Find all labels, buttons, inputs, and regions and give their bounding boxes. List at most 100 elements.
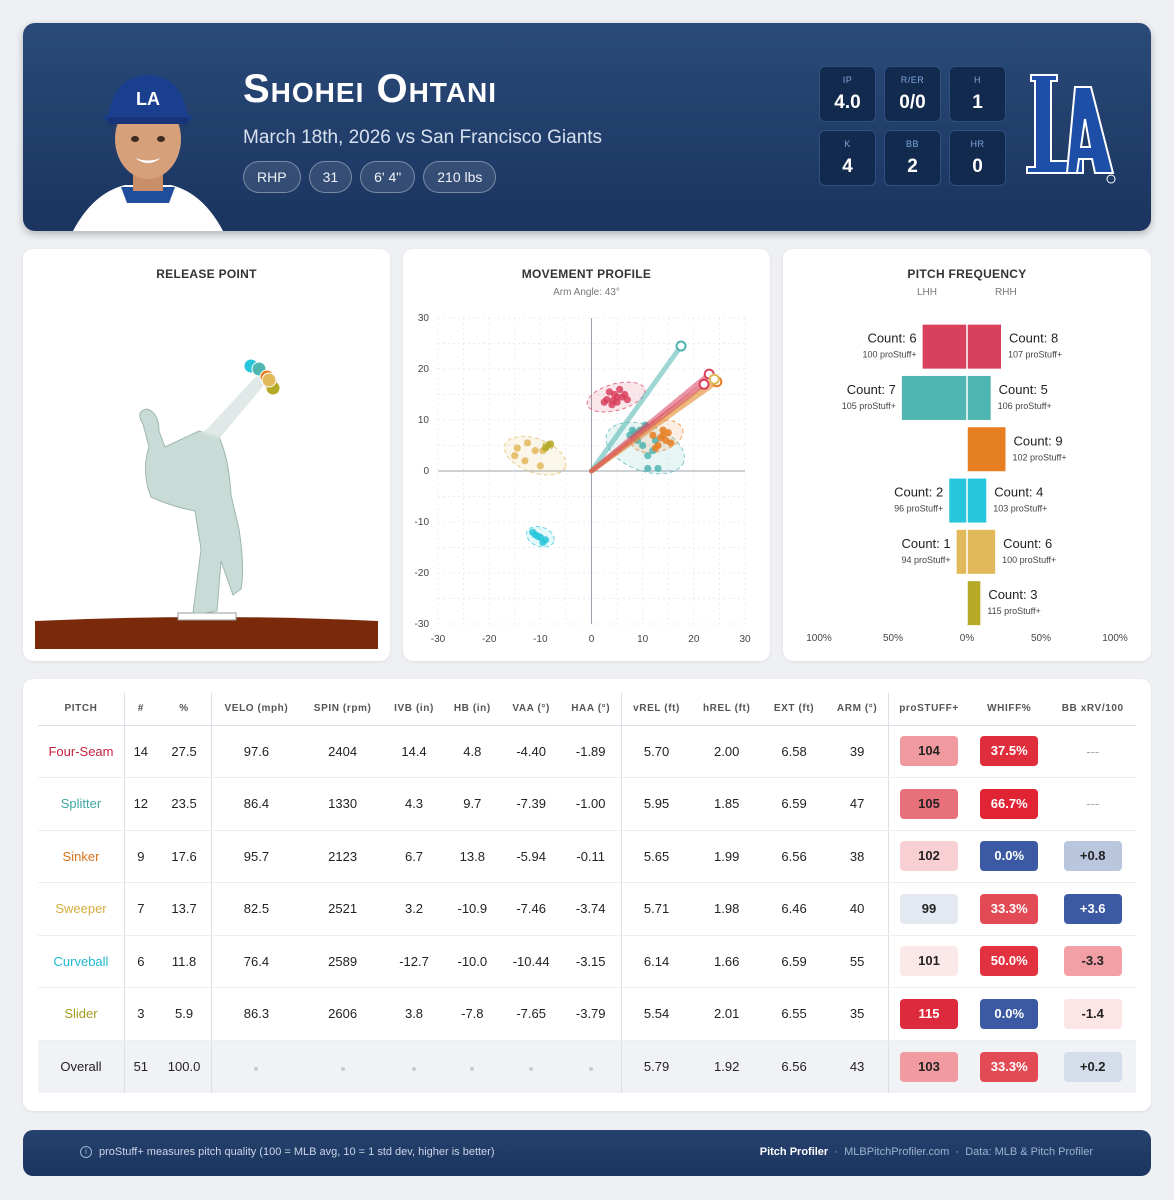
frequency-chart: 100% 50% 0% 50% 100% Count: 6 100 proStuff+ Cou… (806, 321, 1128, 644)
movement-point-four-seam (600, 398, 608, 406)
table-cell (300, 1040, 385, 1093)
x-tick-label: 10 (637, 634, 649, 645)
stat-label: H (974, 75, 981, 85)
pitch-table-card: PITCH #% VELO (mph) SPIN (rpm) IVB (in) HB (i… (23, 679, 1151, 1111)
x-tick-label: -10 (533, 634, 548, 645)
svg-text:LA: LA (136, 89, 160, 109)
footer-credits: Pitch Profiler · MLBPitchProfiler.com · … (760, 1146, 1093, 1158)
whiff-badge: 37.5% (980, 736, 1039, 767)
col-header[interactable]: % (156, 693, 213, 726)
col-header[interactable]: HAA (°) (560, 693, 622, 726)
col-header[interactable]: PITCH (38, 693, 125, 726)
player-photo: LA (73, 75, 223, 231)
movement-point-slider (546, 440, 555, 448)
table-cell: 97.6 (211, 725, 301, 778)
table-row: Overall 51 100.0 5.79 1.92 6.56 43 103 33.3% +0.2 (38, 1040, 1136, 1093)
ellipse-sweeper (503, 435, 567, 476)
lhh-label: LHH (917, 287, 938, 298)
empty-dot (412, 1067, 417, 1071)
stat-label: HR (970, 139, 985, 149)
footer-brand: Pitch Profiler (759, 1146, 829, 1158)
freq-bar-rhh-slider (967, 581, 981, 626)
table-cell: 6.46 (761, 882, 827, 936)
y-tick-label: 20 (418, 364, 430, 375)
movement-point-sweeper (521, 457, 529, 465)
table-cell: 6.59 (761, 935, 827, 988)
dodgers-logo (1026, 74, 1116, 184)
stuff-badge: 105 (900, 788, 959, 819)
footer-sep: · (834, 1146, 839, 1158)
col-header[interactable]: proSTUFF+ (888, 693, 969, 726)
table-row: Sweeper 7 13.7 82.5 2521 3.2 -10.9 -7.46 -3.74 5.… (38, 882, 1136, 936)
col-header[interactable]: VELO (mph) (211, 693, 301, 726)
xrv-badge: -3.3 (1063, 946, 1122, 977)
col-header[interactable]: ARM (°) (826, 693, 890, 726)
movement-point-splitter (644, 452, 652, 460)
x-tick-label: -20 (482, 634, 497, 645)
table-cell: 51 (124, 1040, 157, 1093)
table-body: Four-Seam 14 27.5 97.6 2404 14.4 4.8 -4.40 -1.89… (38, 725, 1136, 1093)
table-cell: 14 (124, 725, 157, 778)
footer-source: Data: MLB & Pitch Profiler (965, 1146, 1093, 1158)
table-cell: Curveball (38, 935, 125, 988)
freq-stuff-rhh: 106 proStuff+ (998, 401, 1052, 411)
table-cell: +3.6 (1049, 882, 1136, 936)
stat-hr: HR 0 (949, 130, 1006, 186)
table-cell: 99 (888, 882, 969, 936)
freq-count-rhh: Count: 9 (1013, 433, 1062, 448)
freq-stuff-lhh: 96 proStuff+ (894, 504, 943, 514)
table-cell (211, 1040, 301, 1093)
col-header[interactable]: hREL (ft) (691, 693, 762, 726)
stat-label: IP (842, 75, 853, 85)
table-row: Splitter 12 23.5 86.4 1330 4.3 9.7 -7.39 -1.00 5.… (38, 777, 1136, 831)
table-cell: Four-Seam (38, 725, 125, 778)
col-header[interactable]: VAA (°) (501, 693, 561, 726)
table-cell: -4.40 (501, 725, 561, 778)
freq-stuff-rhh: 115 proStuff+ (987, 606, 1040, 616)
movement-point-curveball (531, 531, 539, 539)
movement-point-curveball (541, 536, 550, 544)
col-header[interactable]: SPIN (rpm) (300, 693, 385, 726)
table-cell: 5.70 (621, 725, 692, 778)
footer-site[interactable]: MLBPitchProfiler.com (844, 1146, 950, 1158)
table-header-row: PITCH #% VELO (mph) SPIN (rpm) IVB (in) HB (i… (38, 693, 1136, 726)
table-cell: 9 (124, 830, 157, 883)
release-point-title: RELEASE POINT (156, 267, 257, 281)
table-cell: 6.59 (761, 777, 827, 831)
movement-chart: -30 -20 -10 0 10 20 30 -30 -20 -10 0 10 20 30 (415, 313, 751, 645)
freq-bar-lhh-four-seam (922, 324, 967, 369)
table-cell: 37.5% (968, 725, 1050, 778)
col-header[interactable]: HB (in) (443, 693, 502, 726)
table-cell: -3.15 (560, 935, 622, 988)
table-cell: -12.7 (384, 935, 444, 988)
table-cell: 23.5 (156, 777, 213, 831)
table-cell: 7 (124, 882, 157, 936)
table-cell (384, 1040, 444, 1093)
movement-point-sweeper (523, 439, 532, 447)
col-header[interactable]: # (124, 693, 157, 726)
y-tick-label: -10 (415, 517, 430, 528)
table-cell: 13.8 (443, 830, 502, 883)
table-cell: 33.3% (968, 882, 1050, 936)
col-header[interactable]: vREL (ft) (621, 693, 692, 726)
table-cell: 2606 (300, 987, 385, 1041)
table-cell: 1.99 (691, 830, 762, 883)
table-cell: +0.8 (1049, 830, 1136, 883)
col-header[interactable]: WHIFF% (968, 693, 1050, 726)
table-cell: 2589 (300, 935, 385, 988)
table-cell: 3.2 (384, 882, 444, 936)
empty-dot (470, 1067, 475, 1071)
movement-point-sweeper (536, 462, 544, 470)
col-header[interactable]: EXT (ft) (761, 693, 827, 726)
y-tick-label: 30 (418, 313, 430, 324)
freq-bar-lhh-curveball (949, 478, 967, 523)
freq-count-rhh: Count: 8 (1009, 331, 1058, 346)
table-cell: -1.4 (1049, 987, 1136, 1041)
table-row: Slider 3 5.9 86.3 2606 3.8 -7.8 -7.65 -3.79 5.54 2… (38, 987, 1136, 1041)
col-header[interactable]: BB xRV/100 (1049, 693, 1136, 726)
table-cell: 100.0 (156, 1040, 213, 1093)
table-cell: 102 (888, 830, 969, 883)
table-cell: 12 (124, 777, 157, 831)
table-cell: 43 (826, 1040, 890, 1093)
col-header[interactable]: IVB (in) (384, 693, 444, 726)
